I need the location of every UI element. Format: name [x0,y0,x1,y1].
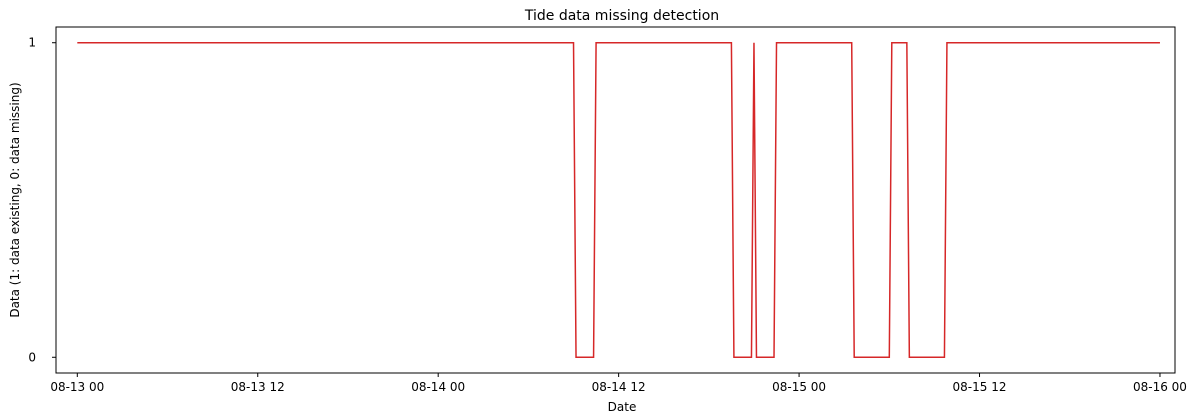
x-tick-label: 08-13 12 [231,380,285,394]
x-tick-label: 08-15 12 [953,380,1007,394]
x-axis-label: Date [608,400,637,414]
x-tick-label: 08-15 00 [772,380,826,394]
y-tick-label: 0 [28,350,36,364]
plot-area [77,41,1160,359]
plot-frame [55,26,1176,374]
x-tick-label: 08-16 00 [1133,380,1187,394]
x-tick-label: 08-14 00 [411,380,465,394]
x-tick-label: 08-14 12 [592,380,646,394]
y-axis: 01 [28,36,56,364]
x-axis: 08-13 00 08-13 12 08-14 00 08-14 12 08-15 00… [50,373,1187,394]
y-axis-label: Data (1: data existing, 0: data missing) [8,82,22,317]
x-tick-label: 08-13 00 [50,380,104,394]
series-line-0 [77,41,1160,359]
chart-title: Tide data missing detection [524,8,719,24]
y-tick-label: 1 [28,36,36,50]
